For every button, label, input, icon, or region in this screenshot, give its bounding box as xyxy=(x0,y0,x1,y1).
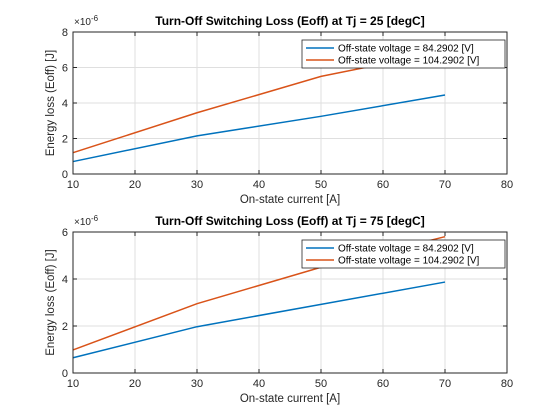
chart-title: Turn-Off Switching Loss (Eoff) at Tj = 7… xyxy=(155,214,424,228)
y-tick-label: 0 xyxy=(62,169,68,181)
y-tick-label: 2 xyxy=(62,134,68,146)
legend-box xyxy=(301,39,506,69)
legend: Off-state voltage = 84.2902 [V]Off-state… xyxy=(301,239,506,269)
x-tick-label: 10 xyxy=(67,378,79,390)
y-tick-label: 4 xyxy=(62,98,68,110)
legend-entry-2: Off-state voltage = 104.2902 [V] xyxy=(338,56,480,67)
legend-entry-1: Off-state voltage = 84.2902 [V] xyxy=(338,44,474,55)
legend-box xyxy=(301,239,506,269)
x-axis-label: On-state current [A] xyxy=(240,194,340,206)
y-multiplier: ×10-6 xyxy=(74,14,99,28)
y-tick-label: 2 xyxy=(62,321,68,333)
series-line-1 xyxy=(72,281,446,359)
y-tick-label: 0 xyxy=(62,368,68,380)
axes-frame xyxy=(72,231,508,374)
y-tick-label: 6 xyxy=(62,227,68,239)
chart-eoff-75degc: 10 20 30 40 50 60 70 80 0 2 4 6 ×10-6 Turn-Off Switch… xyxy=(45,214,513,405)
y-tick-label: 4 xyxy=(62,274,68,286)
x-tick-label: 40 xyxy=(253,179,265,191)
x-tick-label: 60 xyxy=(377,179,389,191)
x-tick-label: 80 xyxy=(501,378,513,390)
series-line-1 xyxy=(72,94,446,163)
chart-eoff-25degc: 10 20 30 40 50 60 70 80 0 2 4 6 8 ×10-6 Turn-Off Switc… xyxy=(45,14,513,206)
x-tick-label: 20 xyxy=(129,179,141,191)
y-tick-label: 8 xyxy=(62,27,68,39)
x-tick-label: 50 xyxy=(315,179,327,191)
legend-entry-2: Off-state voltage = 104.2902 [V] xyxy=(338,256,480,267)
x-axis-label: On-state current [A] xyxy=(240,393,340,405)
y-axis-label: Energy loss (Eoff) [J] xyxy=(45,249,57,356)
x-tick-label: 10 xyxy=(67,179,79,191)
y-multiplier: ×10-6 xyxy=(74,214,99,228)
y-multiplier-base: ×10 xyxy=(74,217,91,228)
y-axis-label: Energy loss (Eoff) [J] xyxy=(45,50,57,157)
chart-title: Turn-Off Switching Loss (Eoff) at Tj = 2… xyxy=(155,14,424,28)
x-tick-label: 70 xyxy=(439,378,451,390)
x-tick-label: 20 xyxy=(129,378,141,390)
legend-entry-1: Off-state voltage = 84.2902 [V] xyxy=(338,244,474,255)
y-multiplier-base: ×10 xyxy=(74,17,91,28)
x-tick-label: 70 xyxy=(439,179,451,191)
x-tick-label: 30 xyxy=(191,179,203,191)
y-multiplier-exponent: -6 xyxy=(91,14,99,23)
x-tick-label: 30 xyxy=(191,378,203,390)
x-tick-label: 80 xyxy=(501,179,513,191)
x-tick-label: 60 xyxy=(377,378,389,390)
legend: Off-state voltage = 84.2902 [V]Off-state… xyxy=(301,39,506,69)
y-multiplier-exponent: -6 xyxy=(91,214,99,223)
x-tick-label: 50 xyxy=(315,378,327,390)
y-tick-label: 6 xyxy=(62,63,68,75)
x-tick-label: 40 xyxy=(253,378,265,390)
